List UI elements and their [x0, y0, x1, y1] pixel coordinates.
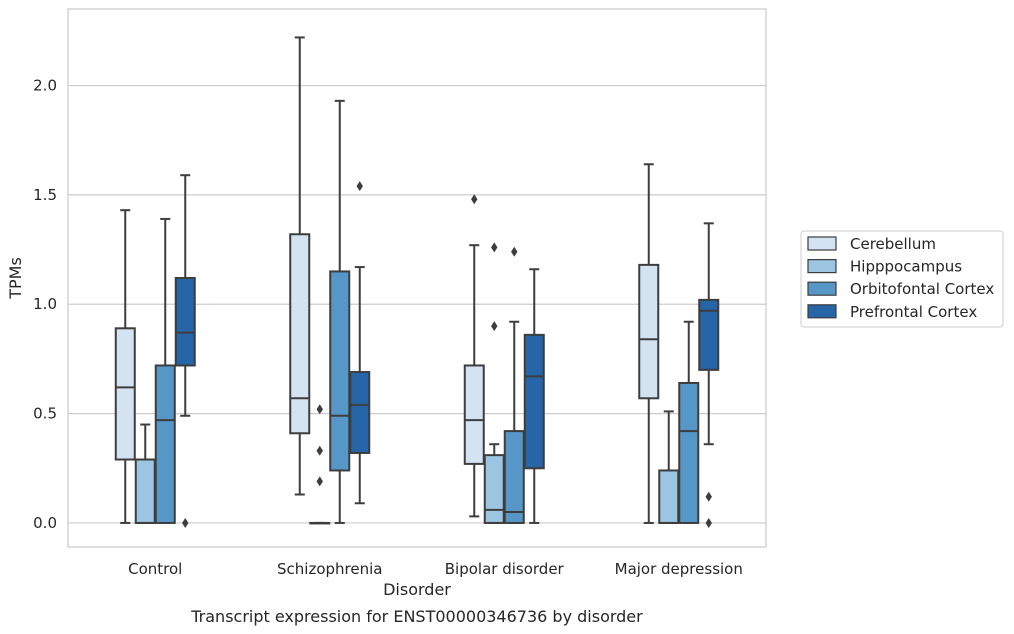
box-orbitofontal-cortex-2	[503, 246, 525, 524]
box-iqr	[289, 233, 311, 435]
outlier-point	[471, 194, 478, 205]
box-cerebellum-0	[114, 209, 136, 524]
outlier-point	[511, 246, 518, 257]
box-prefrontal-cortex-2	[523, 268, 545, 524]
y-tick-label: 0.5	[33, 405, 57, 423]
legend-label: Hipppocampus	[850, 258, 962, 276]
x-tick-label: Bipolar disorder	[445, 560, 565, 578]
outlier-point	[705, 491, 712, 502]
outlier-point	[316, 445, 323, 456]
box-iqr	[698, 298, 720, 371]
outlier-point	[356, 181, 363, 192]
box-hipppocampus-3	[658, 410, 680, 524]
outlier-point	[491, 321, 498, 332]
y-tick-label: 2.0	[33, 77, 57, 95]
plot-area-frame	[67, 8, 767, 548]
outlier-point	[182, 517, 189, 528]
outlier-point	[316, 404, 323, 415]
x-axis-label: Disorder	[383, 580, 451, 599]
x-tick-label: Schizophrenia	[277, 560, 382, 578]
box-iqr	[503, 430, 525, 524]
box-hipppocampus-0	[134, 423, 156, 524]
box-marks	[114, 36, 720, 528]
box-iqr	[523, 333, 545, 470]
y-axis-label: TPMs	[6, 257, 25, 300]
box-orbitofontal-cortex-1	[329, 99, 351, 524]
box-orbitofontal-cortex-3	[678, 320, 700, 524]
box-hipppocampus-1	[309, 404, 331, 525]
legend: Cerebellum Hipppocampus Orbitofontal Corte…	[800, 230, 1004, 328]
box-iqr	[483, 454, 505, 524]
legend-label: Cerebellum	[850, 235, 936, 253]
legend-swatch	[807, 304, 837, 319]
box-iqr	[174, 277, 196, 367]
x-tick-label: Major depression	[615, 560, 743, 578]
box-orbitofontal-cortex-0	[154, 217, 176, 524]
tick-labels: 0.0 0.5 1.0 1.5 2.0 Control Schizophrenia Bipol…	[33, 77, 743, 578]
box-iqr	[463, 364, 485, 465]
box-iqr	[114, 327, 136, 461]
x-tick-label: Control	[128, 560, 182, 578]
legend-label: Prefrontal Cortex	[850, 303, 977, 321]
legend-swatch	[807, 236, 837, 251]
chart-caption: Transcript expression for ENST0000034673…	[190, 607, 643, 626]
y-tick-label: 0.0	[33, 514, 57, 532]
outlier-point	[316, 476, 323, 487]
legend-label: Orbitofontal Cortex	[850, 280, 994, 298]
box-iqr	[638, 263, 660, 400]
box-cerebellum-3	[638, 163, 660, 524]
box-iqr	[154, 364, 176, 524]
box-iqr	[678, 381, 700, 524]
box-cerebellum-2	[463, 194, 485, 518]
box-iqr	[134, 458, 156, 524]
box-iqr	[658, 469, 680, 524]
box-iqr	[329, 270, 351, 472]
outlier-point	[705, 517, 712, 528]
box-prefrontal-cortex-1	[349, 181, 371, 505]
box-hipppocampus-2	[483, 242, 505, 524]
legend-swatch	[807, 281, 837, 296]
y-tick-label: 1.5	[33, 186, 57, 204]
legend-frame	[800, 230, 1004, 328]
outlier-point	[491, 242, 498, 253]
box-prefrontal-cortex-0	[174, 174, 196, 528]
y-tick-label: 1.0	[33, 295, 57, 313]
box-iqr	[349, 371, 371, 454]
box-prefrontal-cortex-3	[698, 222, 720, 528]
legend-swatch	[807, 259, 837, 274]
box-cerebellum-1	[289, 36, 311, 496]
